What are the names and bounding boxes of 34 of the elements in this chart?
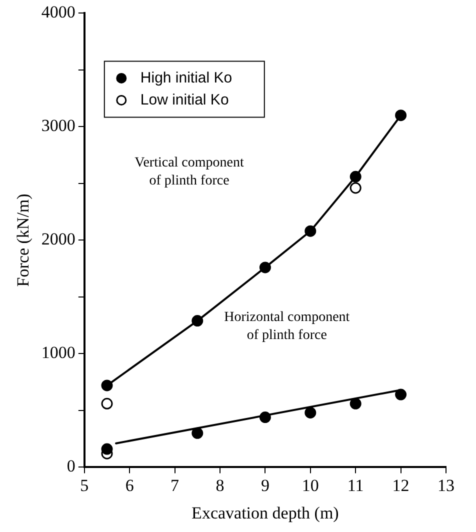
annotation: Horizontal component of plinth force: [224, 310, 350, 344]
point: [350, 398, 362, 410]
point: [304, 225, 316, 237]
point: [101, 398, 113, 410]
y-tick-label: 1000: [41, 343, 76, 362]
x-tick-label: 8: [216, 476, 224, 495]
point: [395, 388, 407, 400]
point: [101, 380, 113, 392]
y-tick-label: 0: [66, 456, 76, 476]
point: [304, 406, 316, 418]
legend-label: Low initial Ko: [140, 91, 229, 108]
point: [101, 443, 113, 455]
x-tick-label: 5: [80, 476, 89, 495]
y-tick-label: 2000: [41, 230, 76, 249]
legend-label: High initial Ko: [140, 69, 232, 86]
point: [350, 170, 362, 182]
x-tick-label: 12: [392, 476, 410, 495]
y-tick-label: 3000: [41, 116, 76, 136]
x-tick-label: 6: [125, 476, 134, 495]
point: [259, 412, 271, 424]
x-tick-label: 7: [170, 476, 180, 495]
point: [259, 262, 271, 274]
x-tick-label: 9: [260, 476, 270, 495]
point: [192, 315, 204, 327]
x-axis-title: Excavation depth (m): [192, 503, 339, 522]
x-tick-label: 13: [438, 476, 454, 495]
annotation: Vertical component of plinth force: [134, 156, 244, 189]
y-axis-title: Force (kN/m): [14, 194, 33, 287]
point: [395, 110, 407, 122]
x-tick-label: 11: [347, 476, 364, 495]
point: [192, 427, 204, 439]
x-tick-label: 10: [302, 476, 319, 495]
point: [350, 182, 362, 194]
y-tick-label: 4000: [41, 2, 76, 22]
